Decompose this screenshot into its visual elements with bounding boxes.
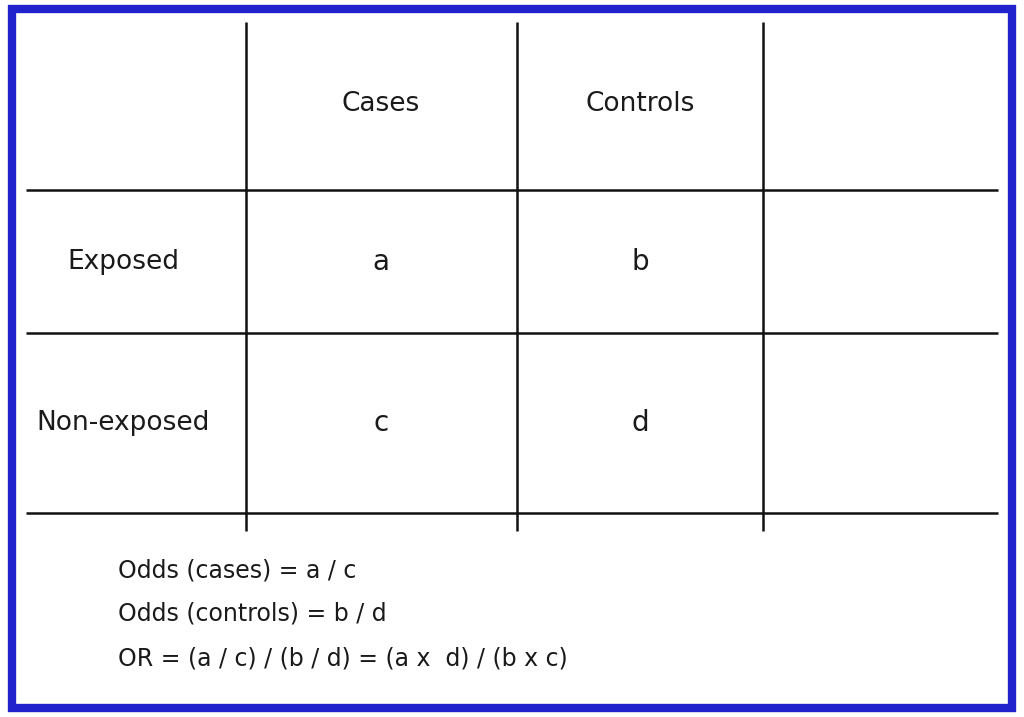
Text: b: b bbox=[631, 247, 649, 276]
Text: a: a bbox=[373, 247, 389, 276]
Text: d: d bbox=[631, 409, 649, 437]
Text: Controls: Controls bbox=[586, 91, 694, 117]
Text: Cases: Cases bbox=[342, 91, 420, 117]
Text: Odds (cases) = a / c: Odds (cases) = a / c bbox=[118, 558, 356, 582]
Text: OR = (a / c) / (b / d) = (a x  d) / (b x c): OR = (a / c) / (b / d) = (a x d) / (b x … bbox=[118, 646, 567, 670]
Text: Odds (controls) = b / d: Odds (controls) = b / d bbox=[118, 601, 386, 625]
Text: c: c bbox=[374, 409, 388, 437]
Text: Non-exposed: Non-exposed bbox=[36, 410, 210, 436]
Text: Exposed: Exposed bbox=[67, 249, 179, 275]
